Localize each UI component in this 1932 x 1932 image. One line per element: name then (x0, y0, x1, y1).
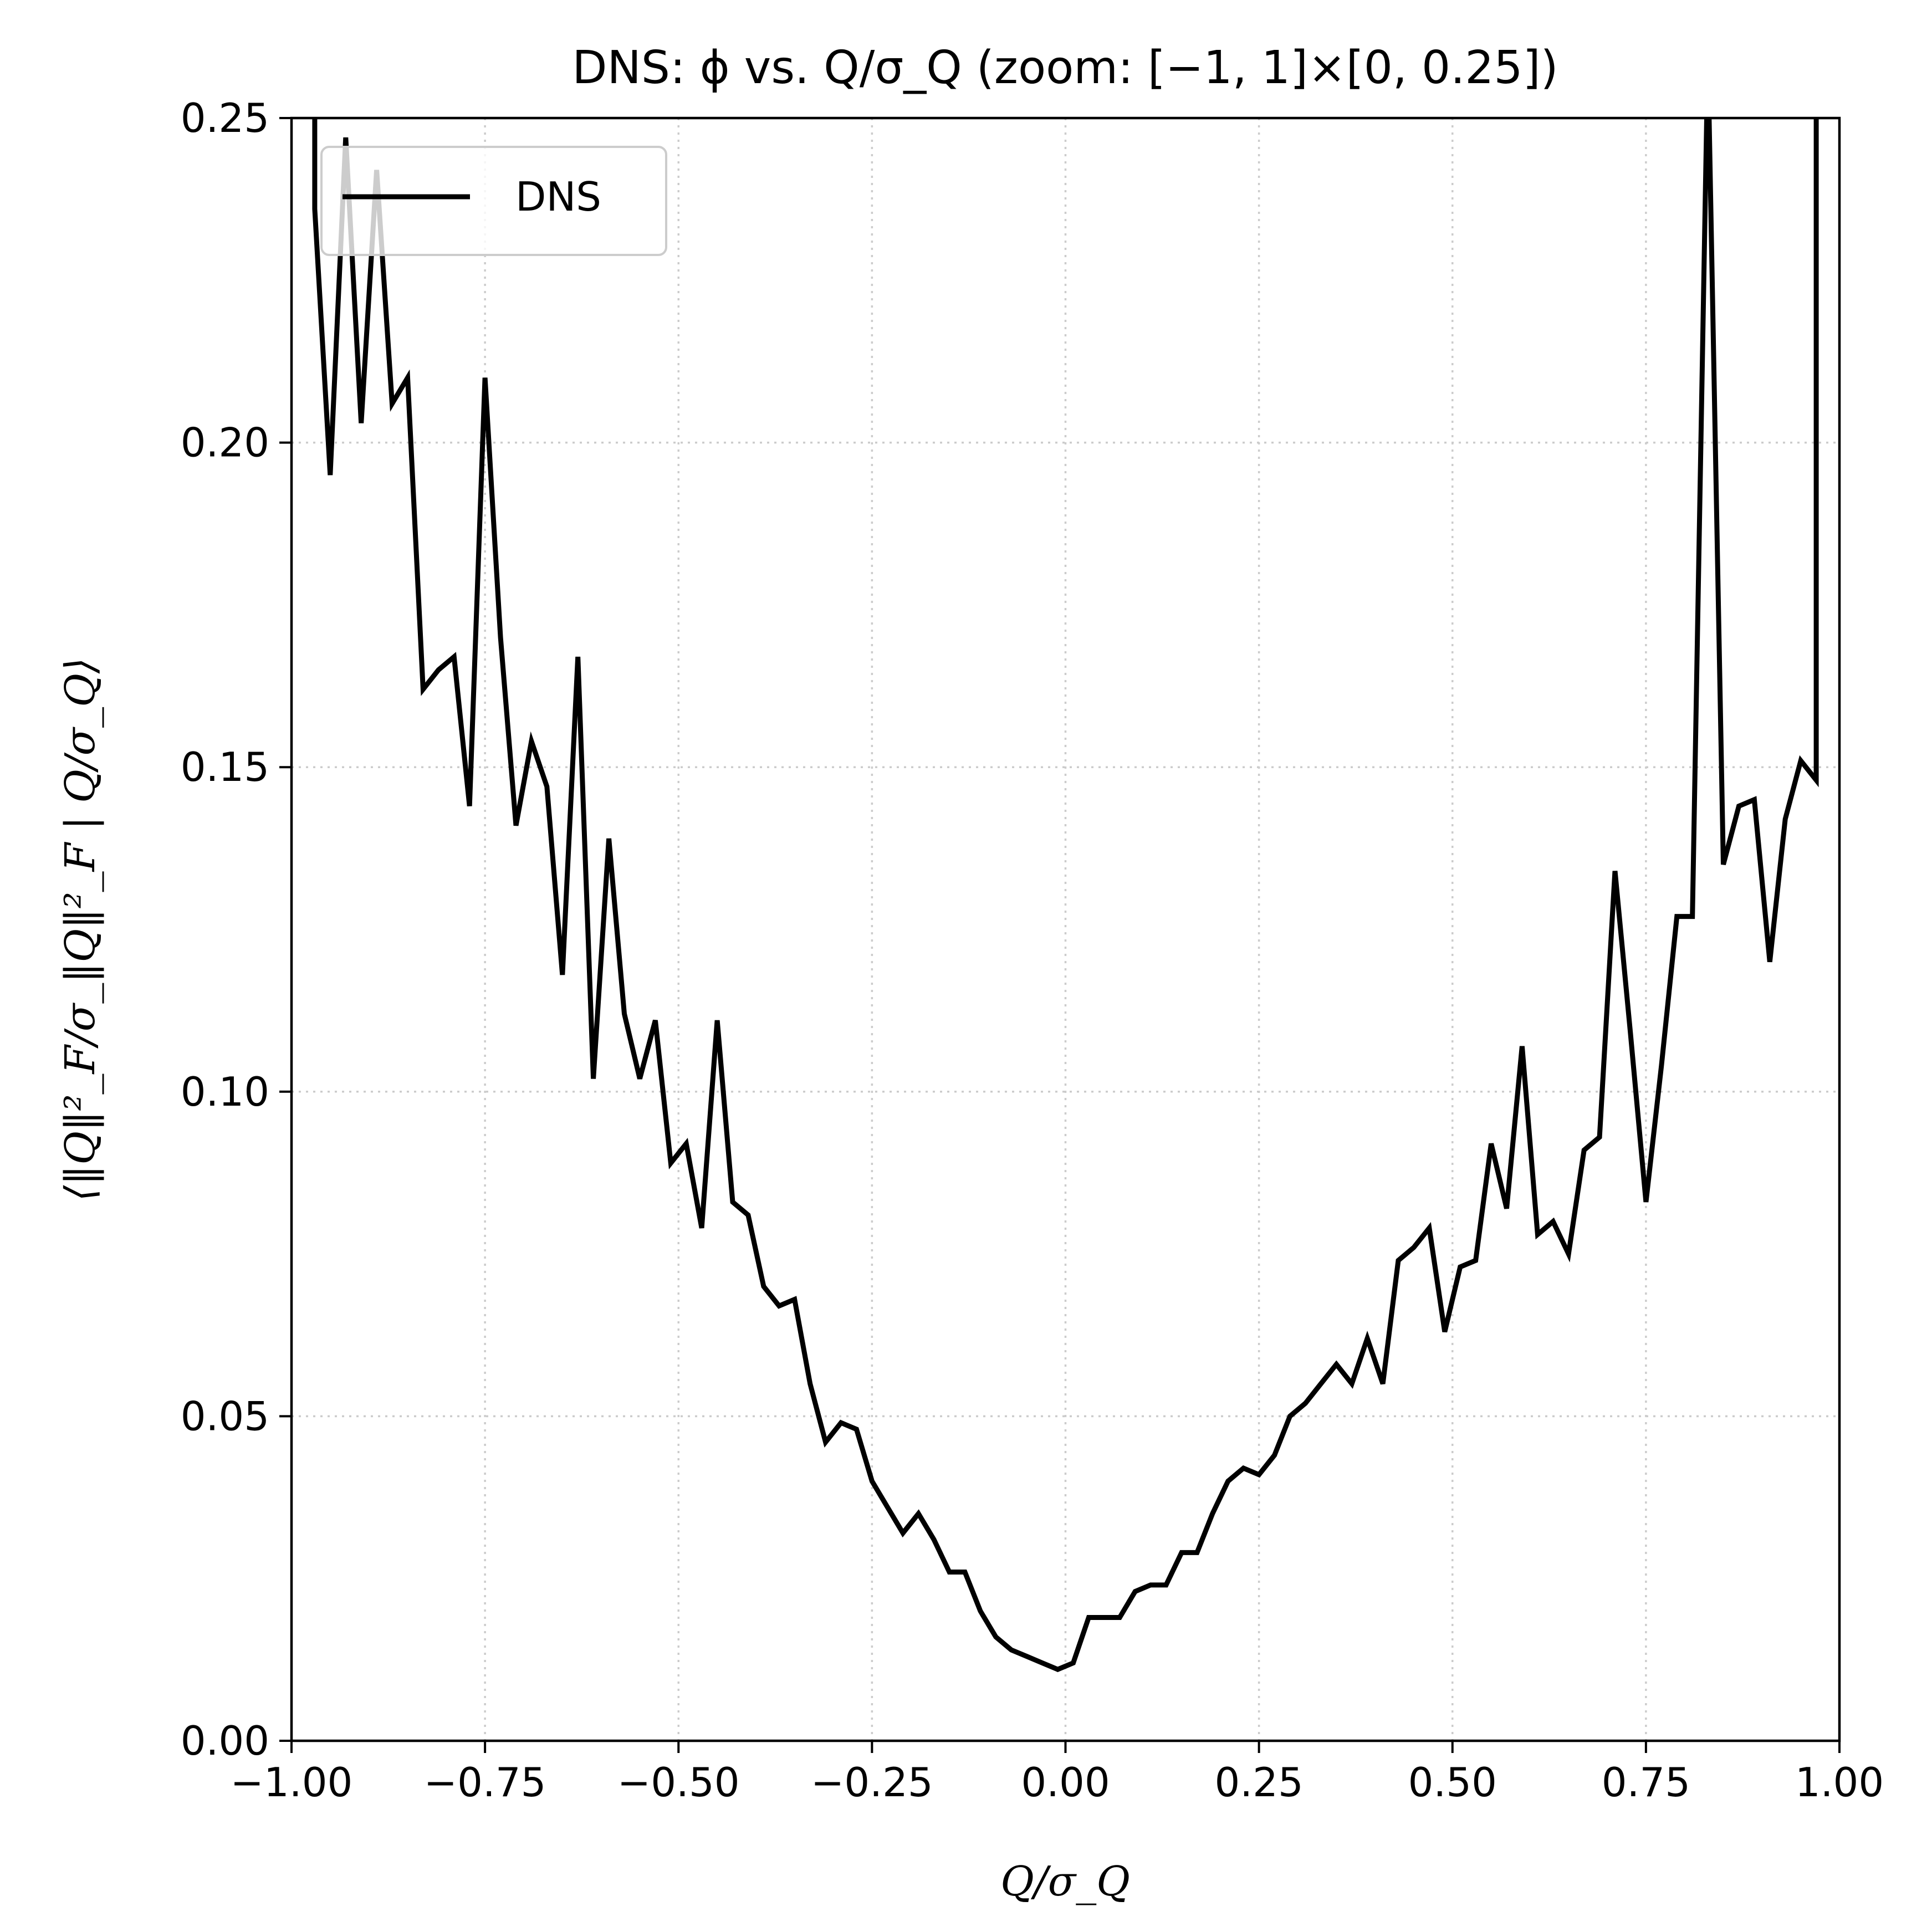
y-tick-label: 0.05 (181, 1393, 269, 1439)
grid-lines (292, 118, 1839, 1741)
series-line-dns (312, 118, 1819, 1673)
x-tick-label: 0.50 (1408, 1759, 1497, 1806)
y-tick-label: 0.25 (181, 95, 269, 141)
plot-frame (290, 116, 1841, 1742)
x-tick-label: −0.75 (424, 1759, 546, 1806)
axis-ticks: −1.00 −0.75 −0.50 −0.25 0.00 0.25 0.50 0.75 1.00… (181, 95, 1884, 1806)
y-tick-label: 0.20 (181, 420, 269, 466)
series-layer (312, 118, 1819, 1673)
x-tick-label: 0.75 (1602, 1759, 1690, 1806)
x-tick-label: −0.50 (617, 1759, 740, 1806)
x-tick-label: −0.25 (811, 1759, 933, 1806)
y-axis-label: ⟨‖Q‖²_F/σ_‖Q‖²_F | Q/σ_Q⟩ (57, 657, 104, 1201)
x-tick-label: 1.00 (1795, 1759, 1884, 1806)
y-tick-label: 0.00 (181, 1718, 269, 1764)
x-tick-label: 0.25 (1214, 1759, 1303, 1806)
x-axis-label: Q/σ_Q (1000, 1858, 1130, 1905)
y-tick-label: 0.15 (181, 744, 269, 790)
x-tick-label: −1.00 (231, 1759, 353, 1806)
legend: DNS (320, 146, 667, 256)
legend-label-dns: DNS (515, 173, 601, 220)
x-tick-label: 0.00 (1021, 1759, 1110, 1806)
y-tick-label: 0.10 (181, 1069, 269, 1115)
legend-box (320, 146, 667, 256)
chart-title: DNS: ϕ vs. Q/σ_Q (zoom: [−1, 1]×[0, 0.25… (572, 42, 1558, 94)
